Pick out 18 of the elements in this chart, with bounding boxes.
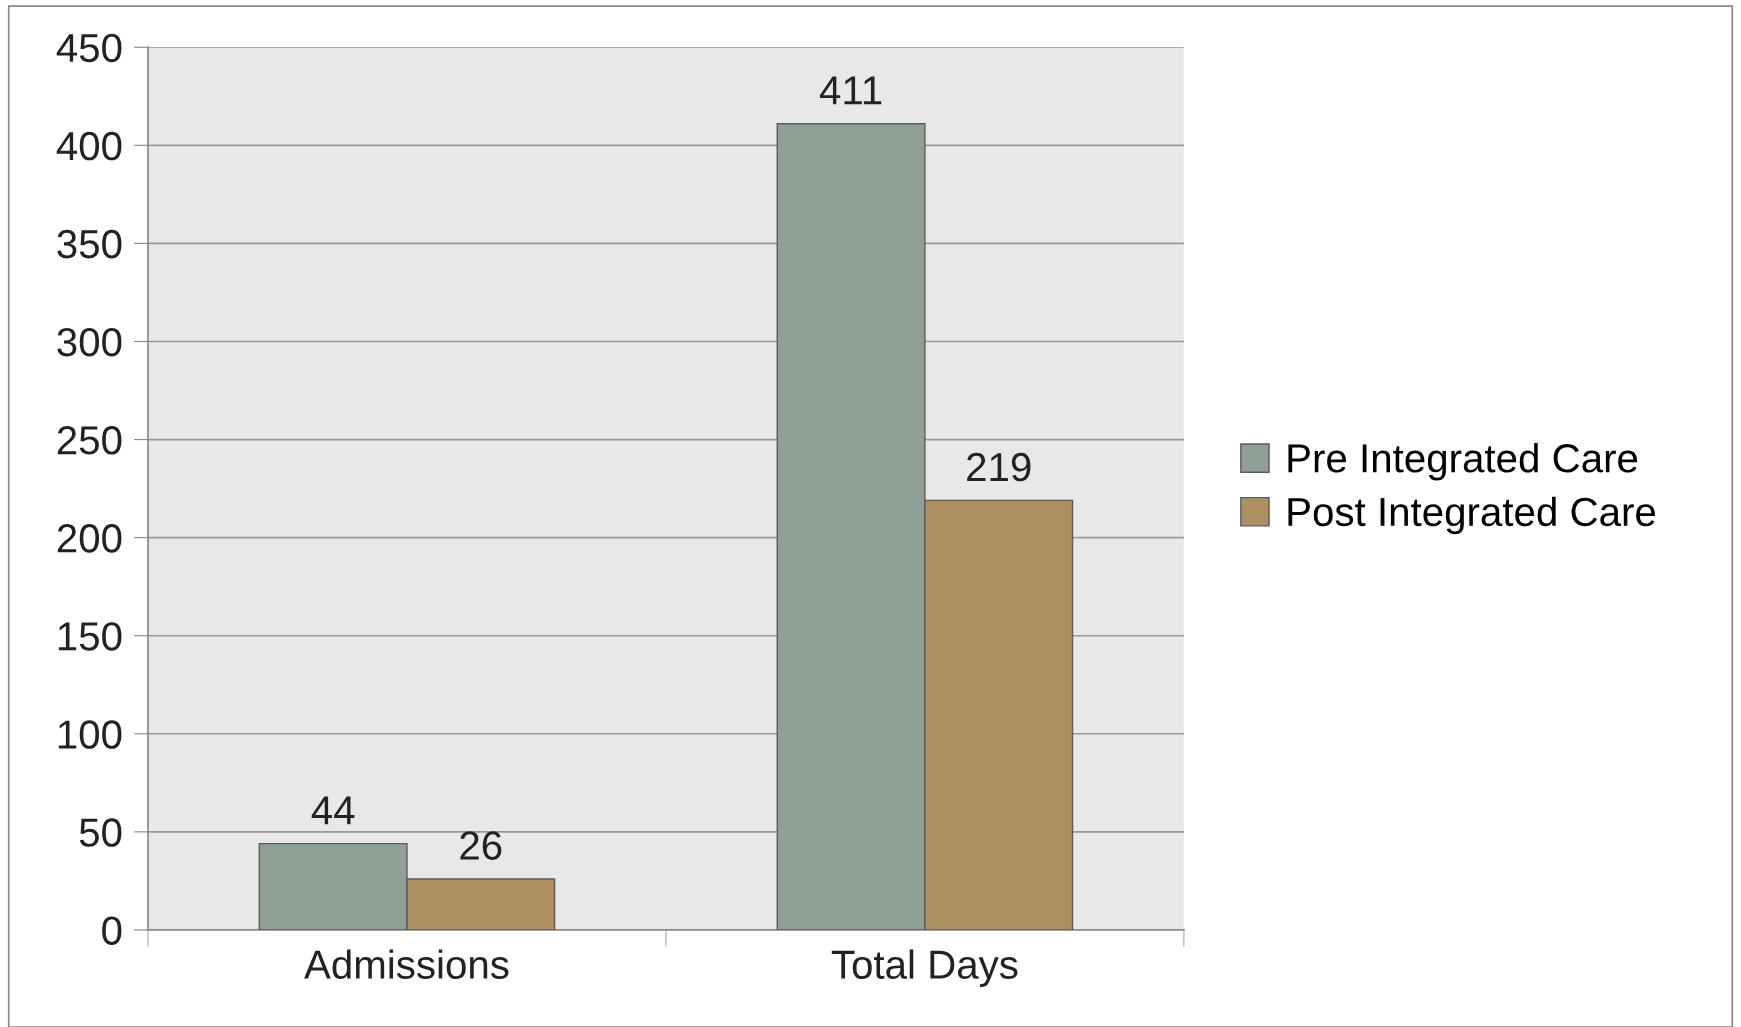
y-tick-label: 0 (102, 916, 122, 945)
data-label: 219 (967, 452, 1031, 482)
y-tick-label: 450 (56, 33, 122, 63)
legend-label: Pre Integrated Care (1288, 442, 1638, 481)
legend-label: Post Integrated Care (1288, 496, 1656, 535)
y-tick-label: 150 (58, 622, 122, 651)
y-tick-label: 100 (58, 720, 122, 749)
y-tick-label: 350 (57, 229, 122, 259)
y-tick-label: 50 (79, 818, 122, 847)
y-tick-label: 200 (57, 524, 122, 553)
x-tick-label: Admissions (304, 949, 509, 979)
y-tick-label: 250 (57, 426, 122, 455)
data-label: 44 (311, 796, 355, 825)
data-label: 411 (819, 76, 882, 105)
y-tick-label: 400 (56, 131, 122, 161)
x-tick-label: Total Days (831, 949, 1018, 987)
y-tick-label: 300 (57, 327, 122, 357)
data-label: 26 (460, 831, 502, 860)
